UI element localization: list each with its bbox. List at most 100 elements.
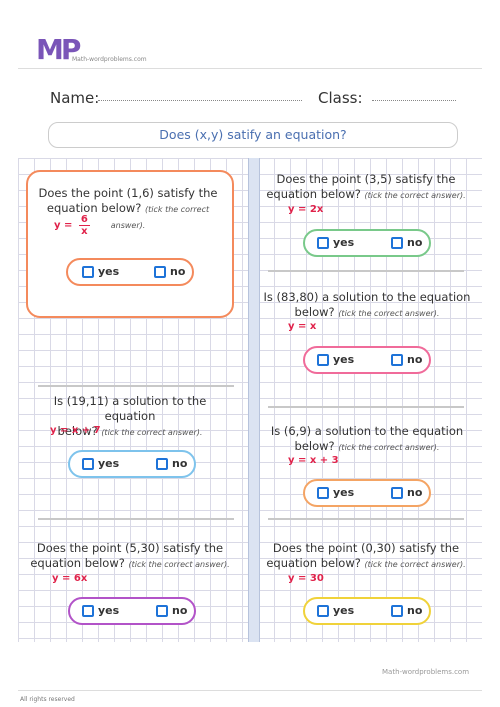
class-label: Class:	[318, 89, 363, 107]
q1-yes-option[interactable]: yes	[82, 265, 119, 278]
q4-equation: y = x + 7	[50, 425, 101, 436]
question-5-text: Is (6,9) a solution to the equation belo…	[264, 424, 470, 455]
yes-label: yes	[333, 486, 355, 499]
checkbox-icon[interactable]	[156, 457, 168, 470]
question-2-text: Does the point (3,5) satisfy the equatio…	[264, 172, 468, 203]
yes-label: yes	[98, 604, 120, 617]
q5-yes-option[interactable]: yes	[317, 486, 354, 499]
q1-denominator: x	[81, 226, 88, 237]
q4-hint: (tick the correct answer).	[101, 428, 203, 437]
no-label: no	[407, 236, 423, 249]
q1-answer-pill: yes no	[66, 258, 194, 286]
q6-equation: y = 6x	[52, 573, 88, 584]
header-rule	[18, 68, 482, 69]
no-label: no	[172, 457, 188, 470]
q5-line2: below?	[294, 439, 335, 453]
checkbox-icon[interactable]	[391, 486, 403, 499]
q6-line2: equation below?	[30, 556, 125, 570]
yes-label: yes	[98, 265, 120, 278]
separator-left-1	[38, 385, 234, 387]
footer-rule	[18, 690, 482, 691]
q4-no-option[interactable]: no	[156, 457, 187, 470]
q5-equation: y = x + 3	[288, 455, 339, 466]
logo-tagline: Math-wordproblems.com	[72, 56, 147, 63]
checkbox-icon[interactable]	[317, 353, 329, 366]
checkbox-icon[interactable]	[156, 604, 168, 617]
q4-line1: Is (19,11) a solution to the equation	[53, 394, 207, 423]
q1-line1: Does the point (1,6) satisfy the	[38, 186, 218, 200]
separator-right-1	[268, 270, 464, 272]
q1-no-option[interactable]: no	[154, 265, 185, 278]
q4-line2: below?	[57, 424, 98, 438]
yes-label: yes	[333, 604, 355, 617]
q1-eq-prefix: y =	[54, 220, 73, 231]
yes-label: yes	[333, 236, 355, 249]
q7-answer-pill: yes no	[303, 597, 431, 625]
q1-numerator: 6	[78, 214, 90, 226]
highlight-card	[26, 170, 234, 318]
q3-no-option[interactable]: no	[391, 353, 422, 366]
q2-line2: equation below?	[266, 187, 361, 201]
checkbox-icon[interactable]	[82, 265, 94, 278]
q2-answer-pill: yes no	[303, 229, 431, 257]
class-field[interactable]	[372, 100, 456, 101]
separator-right-2	[268, 406, 464, 408]
q2-no-option[interactable]: no	[391, 236, 422, 249]
q7-no-option[interactable]: no	[391, 604, 422, 617]
q7-equation: y = 30	[288, 573, 324, 584]
checkbox-icon[interactable]	[317, 604, 329, 617]
question-1-text: Does the point (1,6) satisfy the equatio…	[30, 186, 226, 233]
q2-yes-option[interactable]: yes	[317, 236, 354, 249]
q7-hint: (tick the correct answer).	[364, 560, 466, 569]
page-title: Does (x,y) satify an equation?	[159, 127, 347, 142]
q4-answer-pill: yes no	[68, 450, 196, 478]
separator-left-2	[38, 518, 234, 520]
logo: MP Math-wordproblems.com	[36, 33, 147, 66]
q2-equation: y = 2x	[288, 204, 324, 215]
no-label: no	[172, 604, 188, 617]
q4-yes-option[interactable]: yes	[82, 457, 119, 470]
q7-line1: Does the point (0,30) satisfy the	[272, 541, 460, 555]
checkbox-icon[interactable]	[317, 236, 329, 249]
question-7-text: Does the point (0,30) satisfy the equati…	[264, 541, 468, 572]
name-field[interactable]	[98, 100, 302, 101]
q5-answer-pill: yes no	[303, 479, 431, 507]
checkbox-icon[interactable]	[82, 457, 94, 470]
q7-yes-option[interactable]: yes	[317, 604, 354, 617]
q5-line1: Is (6,9) a solution to the equation	[270, 424, 464, 438]
title-box: Does (x,y) satify an equation?	[48, 122, 458, 148]
q6-yes-option[interactable]: yes	[82, 604, 119, 617]
q1-hint: (tick the correct answer).	[110, 205, 210, 230]
question-6-text: Does the point (5,30) satisfy the equati…	[28, 541, 232, 572]
question-4-text: Is (19,11) a solution to the equation be…	[28, 394, 232, 440]
no-label: no	[407, 486, 423, 499]
checkbox-icon[interactable]	[154, 265, 166, 278]
q2-hint: (tick the correct answer).	[364, 191, 466, 200]
name-label: Name:	[50, 89, 100, 107]
q1-line2: equation below?	[46, 201, 142, 215]
footer-site: Math-wordproblems.com	[382, 668, 470, 676]
footer-rights: All rights reserved	[20, 696, 75, 703]
q6-line1: Does the point (5,30) satisfy the	[36, 541, 224, 555]
q3-yes-option[interactable]: yes	[317, 353, 354, 366]
q6-hint: (tick the correct answer).	[128, 560, 230, 569]
checkbox-icon[interactable]	[82, 604, 94, 617]
q5-no-option[interactable]: no	[391, 486, 422, 499]
center-divider	[248, 158, 260, 642]
no-label: no	[170, 265, 186, 278]
q7-line2: equation below?	[266, 556, 361, 570]
logo-mark: MP	[36, 33, 81, 66]
checkbox-icon[interactable]	[317, 486, 329, 499]
checkbox-icon[interactable]	[391, 236, 403, 249]
q1-equation: y = 6 x	[54, 214, 90, 237]
no-label: no	[407, 353, 423, 366]
q3-answer-pill: yes no	[303, 346, 431, 374]
checkbox-icon[interactable]	[391, 353, 403, 366]
checkbox-icon[interactable]	[391, 604, 403, 617]
q5-hint: (tick the correct answer).	[338, 443, 440, 452]
q6-no-option[interactable]: no	[156, 604, 187, 617]
q3-line2: below?	[294, 305, 335, 319]
no-label: no	[407, 604, 423, 617]
q3-equation: y = x	[288, 321, 317, 332]
separator-right-3	[268, 518, 464, 520]
